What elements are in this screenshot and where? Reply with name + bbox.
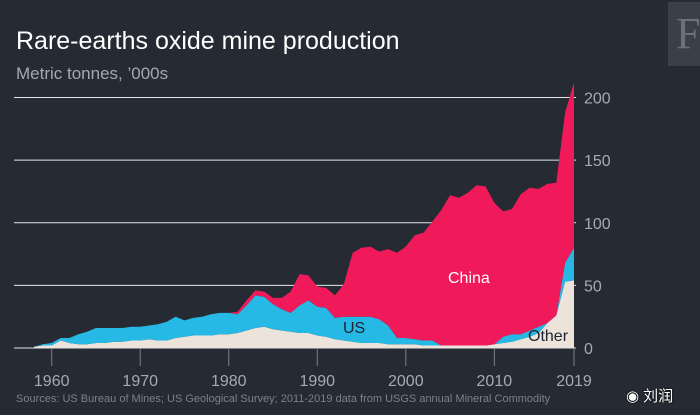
x-tick-label: 2000 [388, 373, 424, 390]
chart-subtitle: Metric tonnes, ’000s [16, 64, 169, 83]
area-china [34, 82, 574, 347]
watermark-text: 刘润 [643, 388, 674, 405]
y-tick-label: 100 [584, 216, 611, 233]
series-label-other: Other [528, 328, 569, 345]
area-other [34, 280, 574, 348]
x-tick-label: 2019 [556, 373, 592, 390]
watermark: ◉ 刘润 [626, 385, 673, 406]
publisher-logo: F [668, 2, 700, 66]
x-tick-label: 1970 [122, 373, 158, 390]
weibo-icon: ◉ [626, 388, 640, 405]
y-axis-ticks: 0 50 100 150 200 [584, 91, 611, 358]
chart-title: Rare-earths oxide mine production [16, 27, 400, 55]
series-labels: China US Other [343, 270, 569, 345]
stacked-areas [34, 82, 574, 348]
series-label-us: US [343, 320, 365, 337]
x-tick-label: 1960 [34, 373, 70, 390]
x-tick-label: 1990 [299, 373, 335, 390]
y-tick-label: 0 [584, 341, 593, 358]
x-tick-label: 2010 [477, 373, 513, 390]
y-tick-label: 50 [584, 278, 602, 295]
y-tick-label: 150 [584, 153, 611, 170]
source-note: Sources: US Bureau of Mines; US Geologic… [16, 393, 551, 405]
x-axis-ticks: 1960 1970 1980 1990 2000 2010 2019 [34, 349, 592, 390]
x-tick-label: 1980 [211, 373, 247, 390]
area-us [34, 247, 574, 347]
y-tick-label: 200 [584, 91, 611, 108]
series-label-china: China [448, 270, 490, 287]
